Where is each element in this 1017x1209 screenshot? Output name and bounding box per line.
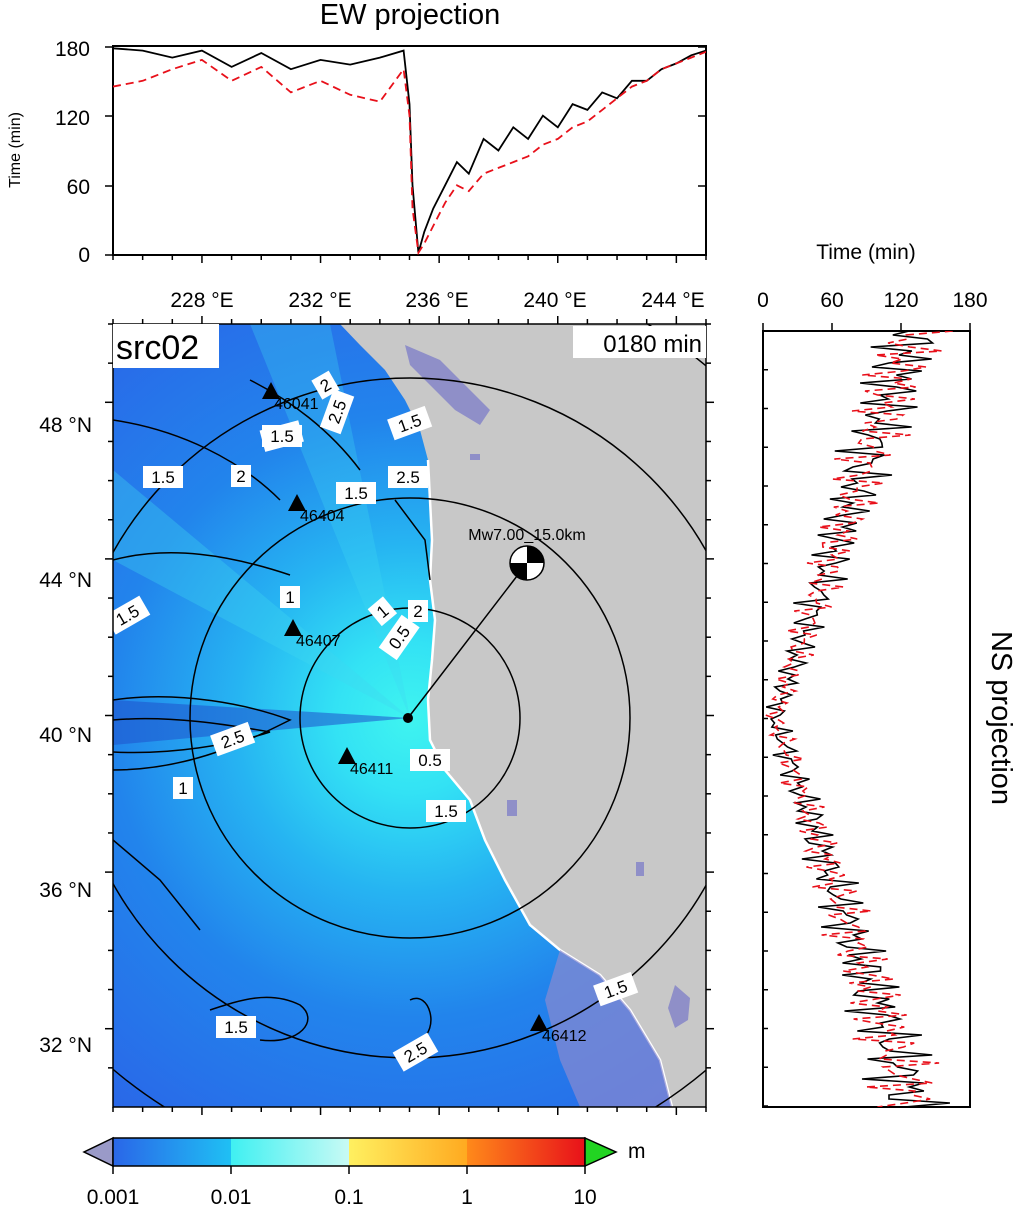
svg-text:1.5: 1.5 [344,484,368,503]
station-group: 46411 46407 46404 46041 46412 [262,382,587,1045]
lat-tick-40: 40 °N [39,724,92,747]
contour-label: 1 [173,777,193,799]
ew-y-tick-180: 180 [55,38,90,61]
ns-x-tick-0: 0 [757,289,769,312]
map-axis-ticks [105,316,714,1115]
colorbar-tick-01: 0.1 [334,1186,363,1209]
contour-label: 1.5 [426,800,466,822]
svg-text:0.5: 0.5 [418,751,442,770]
colorbar: m 0.001 0.01 0.1 1 10 [82,1136,646,1209]
puget-sound-water [405,345,490,425]
ns-panel-title: NS projection [985,631,1017,805]
epicenter-leader-line [407,562,528,719]
shadow-zone-w [113,700,410,745]
ew-panel-title: EW projection [320,0,501,31]
contour-label: 1 [280,586,300,608]
svg-text:1: 1 [285,588,294,607]
colorbar-tick-10: 10 [573,1186,596,1209]
colorbar-tick-001: 0.01 [211,1186,252,1209]
ew-y-ticks [105,46,706,256]
contour-label: 2 [231,465,251,487]
station-46411: 46411 [338,747,393,778]
contour-label: 1 [367,596,398,627]
ew-x-ticks [112,255,707,263]
colorbar-under-arrow [82,1136,114,1168]
lat-tick-36: 36 °N [39,879,92,902]
contour-label: 1.5 [262,425,302,447]
source-label-box [113,324,219,368]
lat-tick-44: 44 °N [39,569,92,592]
ns-series-line-0 [766,331,950,1107]
svg-text:1.5: 1.5 [224,1018,248,1037]
lon-tick-228: 228 °E [170,289,233,312]
svg-text:2: 2 [413,602,422,621]
ew-y-tick-0: 0 [78,244,90,267]
ns-ticks [762,323,971,1107]
svg-text:2.5: 2.5 [396,468,420,487]
svg-text:46411: 46411 [350,761,393,778]
colorbar-tick-0001: 0.001 [87,1186,140,1209]
contour-label: 1.5 [143,466,183,488]
station-46412: 46412 [530,1014,587,1045]
svg-text:1: 1 [178,779,187,798]
ew-projection-panel: EW projection Time (min) 0 60 120 180 [7,0,707,267]
colorbar-over-arrow [584,1136,618,1168]
event-label: Mw7.00_15.0km [468,527,585,544]
ns-x-tick-180: 180 [952,289,987,312]
lon-tick-244: 244 °E [641,289,704,312]
map-panel: 22.51.51.51.521.52.51.511.510.522.50.511… [39,289,714,1115]
svg-text:1.5: 1.5 [434,802,458,821]
colorbar-tick-1: 1 [461,1186,473,1209]
colorbar-unit: m [628,1140,646,1163]
svg-text:1.5: 1.5 [151,468,175,487]
ew-plot-frame [112,45,707,256]
svg-text:2: 2 [236,467,245,486]
salton-sea [668,985,690,1028]
svg-text:46041: 46041 [274,396,319,413]
svg-text:46412: 46412 [542,1028,587,1045]
ew-y-tick-60: 60 [67,176,90,199]
inland-lake-3 [507,800,517,816]
contour-label: 2.5 [210,721,256,757]
ns-series-line-1 [763,331,953,1107]
ew-series-group [113,47,706,255]
inland-lake-2 [636,862,644,876]
focal-mechanism-icon [509,545,545,581]
time-label: 0180 min [603,331,702,358]
lon-tick-236: 236 °E [405,289,468,312]
inland-lake-1 [470,454,480,460]
contour-label: 1.5 [336,482,376,504]
svg-text:1.5: 1.5 [270,427,294,446]
contour-label: 2.5 [388,466,428,488]
ns-x-axis-label: Time (min) [816,241,916,264]
epicenter-marker [403,713,413,723]
contour-label: 1.5 [216,1016,256,1038]
svg-text:46407: 46407 [296,633,341,650]
lat-tick-48: 48 °N [39,414,92,437]
ew-y-tick-120: 120 [55,107,90,130]
source-label: src02 [116,329,199,367]
lon-tick-240: 240 °E [523,289,586,312]
ns-projection-panel: Time (min) 0 60 120 180 NS projection [757,241,1017,1108]
energy-beam-nw [113,470,410,718]
station-46404: 46404 [288,494,345,525]
ew-series-line-1 [113,50,706,255]
lat-tick-32: 32 °N [39,1034,92,1057]
contour-label-group: 22.51.51.51.521.52.51.511.510.522.50.511… [113,370,639,1072]
time-label-box [573,326,706,358]
ew-y-axis-label: Time (min) [7,112,24,188]
ns-series-group [763,331,953,1107]
ns-x-tick-120: 120 [883,289,918,312]
station-46041: 46041 [262,382,319,413]
contour-label: 2 [408,600,428,622]
ns-x-tick-60: 60 [820,289,843,312]
station-46407: 46407 [284,619,341,650]
contour-label: 0.5 [410,749,450,771]
lon-tick-232: 232 °E [288,289,351,312]
ew-series-line-0 [113,47,706,253]
coastal-shelf-south [545,950,672,1107]
svg-text:46404: 46404 [300,508,345,525]
